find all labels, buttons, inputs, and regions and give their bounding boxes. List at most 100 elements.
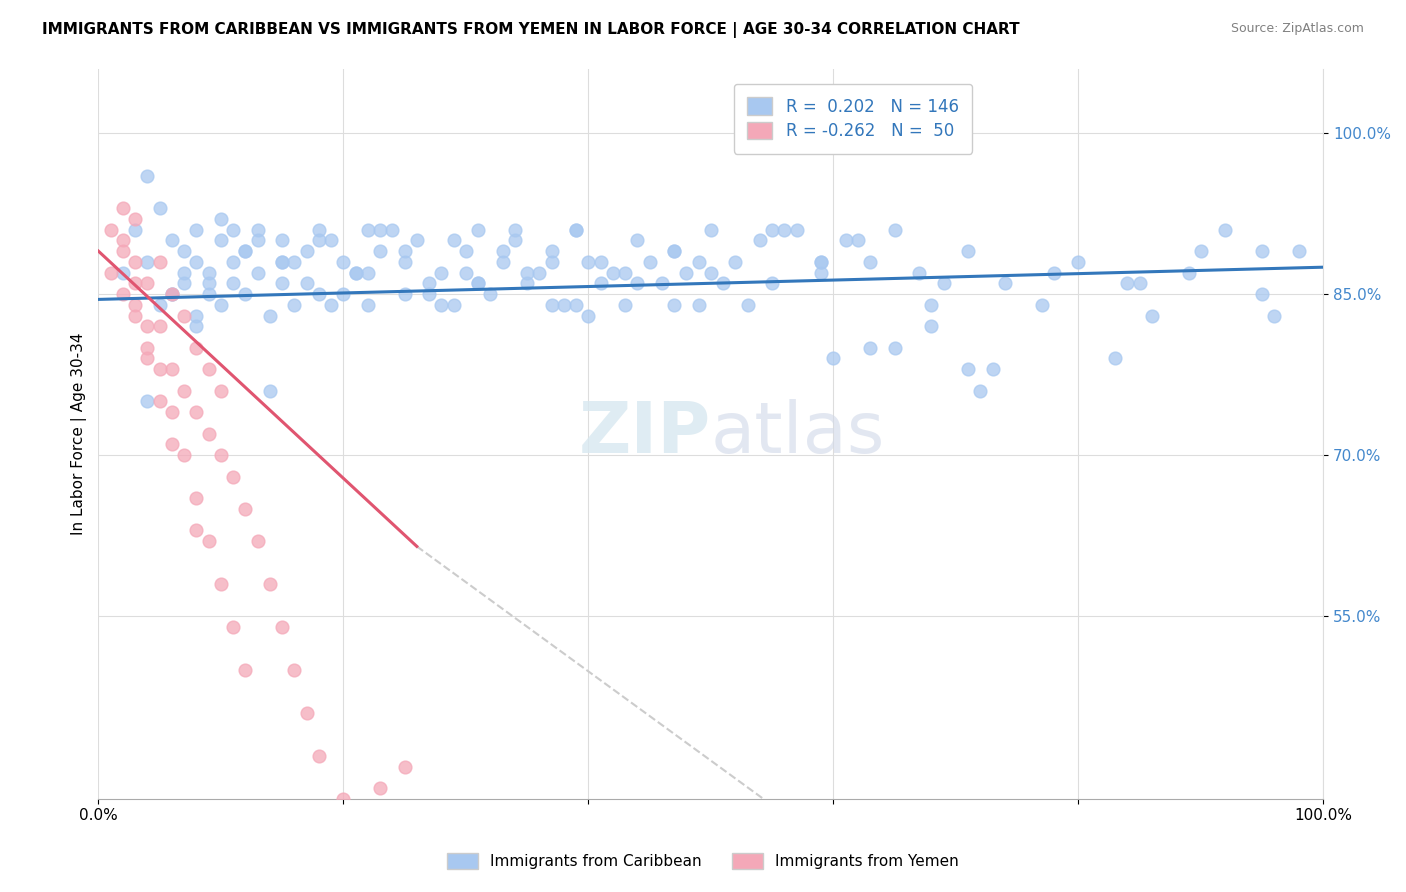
Point bbox=[540, 255, 562, 269]
Point bbox=[136, 169, 159, 183]
Point bbox=[319, 233, 342, 247]
Point bbox=[209, 233, 232, 247]
Point bbox=[111, 233, 134, 247]
Point bbox=[994, 277, 1017, 291]
Point bbox=[540, 298, 562, 312]
Point bbox=[957, 244, 980, 258]
Point bbox=[688, 255, 710, 269]
Point bbox=[173, 244, 195, 258]
Point bbox=[516, 277, 538, 291]
Point bbox=[786, 222, 808, 236]
Point bbox=[357, 298, 380, 312]
Point bbox=[1288, 244, 1310, 258]
Point bbox=[576, 309, 599, 323]
Point bbox=[467, 277, 489, 291]
Point bbox=[111, 287, 134, 301]
Point bbox=[136, 341, 159, 355]
Point bbox=[357, 266, 380, 280]
Point bbox=[626, 277, 648, 291]
Point bbox=[186, 341, 208, 355]
Point bbox=[197, 362, 219, 376]
Point bbox=[479, 287, 502, 301]
Point bbox=[246, 534, 269, 549]
Point bbox=[737, 298, 759, 312]
Point bbox=[197, 287, 219, 301]
Point bbox=[209, 577, 232, 591]
Point bbox=[773, 222, 796, 236]
Point bbox=[1067, 255, 1090, 269]
Point bbox=[100, 222, 122, 236]
Point bbox=[368, 244, 391, 258]
Point bbox=[503, 222, 526, 236]
Point bbox=[761, 222, 783, 236]
Point bbox=[111, 201, 134, 215]
Point bbox=[810, 255, 832, 269]
Point bbox=[626, 233, 648, 247]
Point bbox=[1031, 298, 1053, 312]
Text: ZIP: ZIP bbox=[578, 399, 711, 468]
Point bbox=[149, 394, 172, 409]
Point bbox=[295, 277, 318, 291]
Point bbox=[688, 298, 710, 312]
Point bbox=[467, 222, 489, 236]
Point bbox=[1042, 266, 1064, 280]
Point bbox=[136, 394, 159, 409]
Point bbox=[173, 384, 195, 398]
Point bbox=[222, 222, 245, 236]
Text: IMMIGRANTS FROM CARIBBEAN VS IMMIGRANTS FROM YEMEN IN LABOR FORCE | AGE 30-34 CO: IMMIGRANTS FROM CARIBBEAN VS IMMIGRANTS … bbox=[42, 22, 1019, 38]
Point bbox=[283, 255, 305, 269]
Point bbox=[295, 706, 318, 720]
Point bbox=[124, 211, 146, 226]
Point bbox=[430, 266, 453, 280]
Point bbox=[529, 266, 551, 280]
Point bbox=[614, 266, 637, 280]
Point bbox=[197, 534, 219, 549]
Point bbox=[1140, 309, 1163, 323]
Point bbox=[662, 244, 685, 258]
Point bbox=[662, 298, 685, 312]
Text: atlas: atlas bbox=[711, 399, 886, 468]
Point bbox=[100, 266, 122, 280]
Point bbox=[308, 748, 330, 763]
Point bbox=[186, 222, 208, 236]
Point bbox=[932, 277, 955, 291]
Point bbox=[233, 287, 256, 301]
Point bbox=[908, 266, 931, 280]
Point bbox=[173, 266, 195, 280]
Point bbox=[186, 255, 208, 269]
Point bbox=[859, 255, 882, 269]
Point bbox=[160, 287, 183, 301]
Point bbox=[859, 341, 882, 355]
Point bbox=[344, 824, 367, 838]
Point bbox=[565, 298, 588, 312]
Point bbox=[565, 222, 588, 236]
Point bbox=[124, 309, 146, 323]
Point bbox=[394, 255, 416, 269]
Point bbox=[233, 244, 256, 258]
Point bbox=[711, 277, 734, 291]
Point bbox=[259, 577, 281, 591]
Point bbox=[810, 255, 832, 269]
Point bbox=[1189, 244, 1212, 258]
Point bbox=[124, 277, 146, 291]
Point bbox=[1263, 309, 1285, 323]
Point bbox=[1251, 244, 1274, 258]
Point bbox=[271, 255, 294, 269]
Point bbox=[981, 362, 1004, 376]
Point bbox=[394, 759, 416, 773]
Point bbox=[454, 266, 477, 280]
Point bbox=[209, 298, 232, 312]
Point bbox=[368, 780, 391, 795]
Point bbox=[589, 277, 612, 291]
Point bbox=[271, 233, 294, 247]
Point bbox=[209, 448, 232, 462]
Point bbox=[418, 277, 440, 291]
Point bbox=[233, 501, 256, 516]
Point bbox=[834, 233, 856, 247]
Point bbox=[516, 266, 538, 280]
Point bbox=[209, 211, 232, 226]
Point bbox=[136, 319, 159, 334]
Point bbox=[222, 620, 245, 634]
Point bbox=[430, 298, 453, 312]
Point bbox=[846, 233, 869, 247]
